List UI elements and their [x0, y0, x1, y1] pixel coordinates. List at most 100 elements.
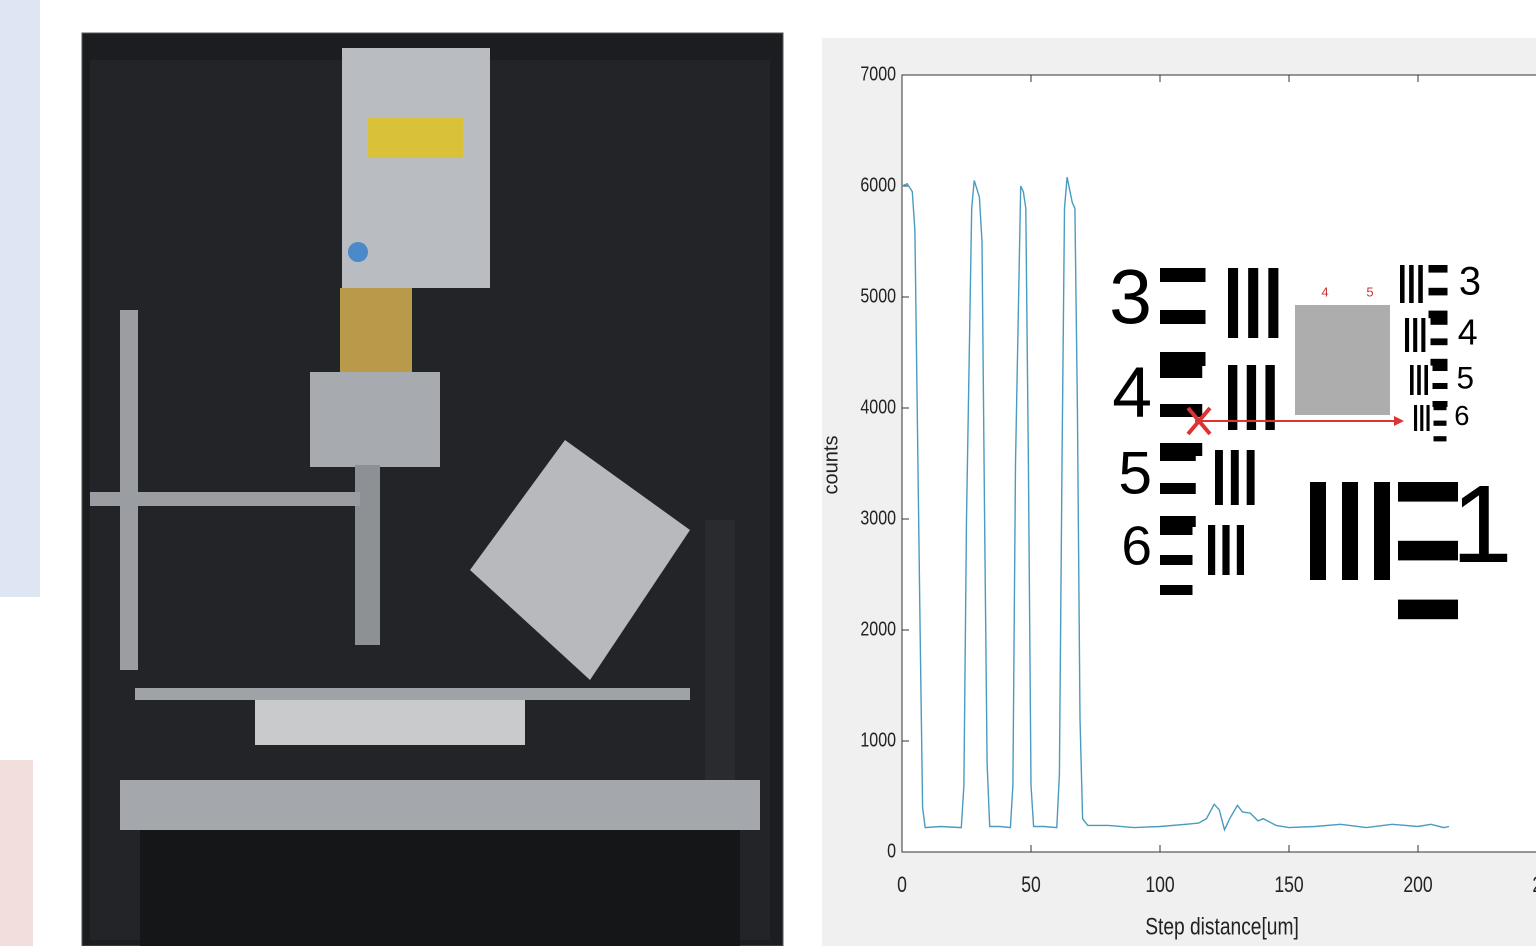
- target-bar: [1228, 365, 1238, 430]
- photo: [81, 32, 784, 946]
- target-bar: [1398, 540, 1458, 561]
- y-tick-label: 0: [887, 840, 896, 862]
- target-bar: [1432, 383, 1448, 389]
- target-bar: [1433, 436, 1447, 442]
- target-bar: [1160, 310, 1206, 324]
- stage: [255, 700, 525, 745]
- side-panel: [0, 760, 33, 946]
- target-label: 5: [1366, 284, 1373, 299]
- target-bar: [1418, 265, 1423, 303]
- plate: [135, 688, 690, 700]
- start-mark: [1186, 406, 1212, 436]
- target-bar: [1410, 365, 1414, 395]
- mount: [310, 372, 440, 467]
- target-label: 4: [1458, 312, 1478, 352]
- target-bar: [1430, 358, 1448, 366]
- x-tick-label: 50: [1021, 873, 1041, 897]
- target-bar: [1428, 287, 1448, 296]
- tube: [340, 288, 412, 378]
- chart: 0 1000 2000 3000 4000 5000 6000 7000 0 50 100 150 20…: [820, 63, 1536, 940]
- target-bar: [1228, 268, 1239, 338]
- target-label: 1: [1451, 463, 1512, 586]
- target-label: 3: [1459, 260, 1481, 304]
- target-bar: [1208, 525, 1216, 575]
- target-bar: [1414, 405, 1418, 431]
- target-label: 6: [1121, 515, 1152, 577]
- target-bar: [1426, 405, 1430, 431]
- arm: [90, 492, 360, 506]
- target-bar: [1236, 525, 1244, 575]
- target-bar: [1420, 405, 1424, 431]
- target-bar: [1160, 365, 1203, 378]
- logo: [348, 242, 368, 262]
- data-line: [901, 176, 1450, 832]
- x-axis-label: Step distance[um]: [1145, 912, 1299, 940]
- target-bar: [1222, 525, 1230, 575]
- y-tick-label: 3000: [860, 507, 896, 529]
- x-tick-label: 200: [1403, 873, 1432, 897]
- target-center: [1295, 305, 1390, 415]
- side-panel: [0, 0, 40, 597]
- target-bar: [1409, 265, 1414, 303]
- y-tick-label: 6000: [860, 174, 896, 196]
- target-bar: [1424, 365, 1428, 395]
- target-bar: [1428, 310, 1448, 319]
- target-bar: [1428, 265, 1448, 273]
- target-label: 4: [1321, 284, 1328, 299]
- target-bar: [1265, 365, 1275, 430]
- y-axis-label: counts: [820, 436, 842, 495]
- target-bar: [1160, 516, 1196, 527]
- target-bar: [1432, 401, 1448, 407]
- target-bar: [1246, 365, 1257, 430]
- x-tick-label: 100: [1145, 873, 1174, 897]
- target-bar: [1342, 482, 1358, 580]
- target-label: 5: [1118, 438, 1152, 506]
- target-bar: [1230, 450, 1239, 505]
- target-bar: [1432, 365, 1448, 371]
- target-bar: [1398, 482, 1458, 502]
- x-tick-label: 0: [897, 873, 907, 897]
- y-tick-label: 2000: [860, 618, 896, 640]
- target-bar: [1215, 450, 1223, 505]
- target-bar: [1246, 450, 1255, 505]
- target-bar: [1310, 482, 1326, 580]
- target-bar: [1417, 365, 1421, 395]
- x-tick-label: 250: [1532, 873, 1536, 897]
- target-bar: [1160, 450, 1196, 461]
- target-bar: [1421, 318, 1426, 352]
- spectrometer: [470, 440, 690, 680]
- target-bar: [1160, 268, 1206, 282]
- x-tick-label: 150: [1274, 873, 1303, 897]
- target-bar: [1160, 585, 1193, 595]
- target-bar: [1160, 352, 1206, 366]
- target-bar: [1400, 265, 1405, 303]
- post: [120, 310, 138, 670]
- target-bar: [1398, 599, 1458, 620]
- target-label: 4: [1112, 352, 1152, 432]
- target-bar: [1160, 483, 1196, 494]
- target-bar: [1248, 268, 1259, 338]
- target-bar: [1160, 525, 1193, 535]
- target-label: 3: [1109, 254, 1152, 340]
- target-bar: [1433, 405, 1447, 411]
- target-bar: [1405, 318, 1410, 352]
- target-bar: [1268, 268, 1279, 338]
- target-label: 6: [1454, 400, 1469, 431]
- target-bar: [1413, 318, 1418, 352]
- arrow-head: [1394, 416, 1404, 426]
- base: [140, 830, 740, 946]
- y-tick-label: 7000: [860, 63, 896, 85]
- target-bar: [1160, 555, 1193, 565]
- target-bar: [1430, 318, 1448, 325]
- breadboard: [120, 780, 760, 830]
- target-bar: [1374, 482, 1390, 580]
- target-bar: [1430, 338, 1448, 346]
- target-bar: [1433, 420, 1447, 426]
- y-tick-label: 5000: [860, 285, 896, 307]
- y-tick-label: 1000: [860, 729, 896, 751]
- label: [368, 118, 463, 158]
- y-tick-label: 4000: [860, 396, 896, 418]
